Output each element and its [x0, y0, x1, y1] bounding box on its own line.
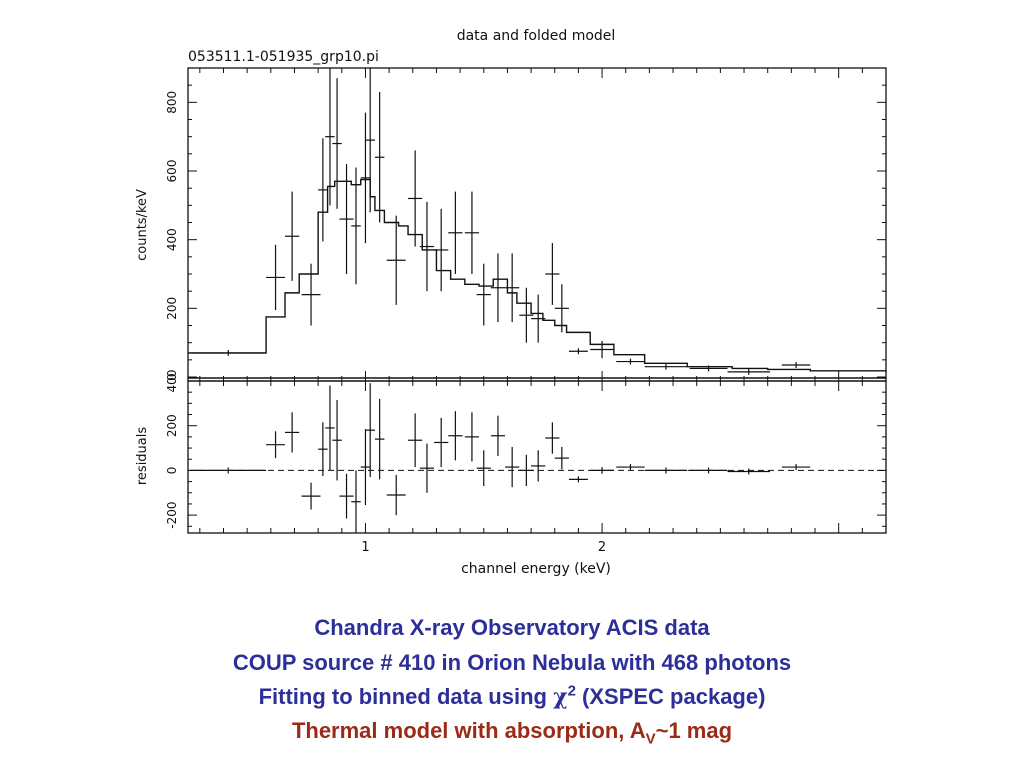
- spectrum-data-point: [339, 164, 354, 274]
- residual-data-point: [365, 383, 375, 478]
- spectrum-data-point: [266, 244, 286, 311]
- residual-y-tick-label: 200: [165, 414, 179, 437]
- residual-data-point: [476, 450, 491, 487]
- residual-data-point: [616, 464, 645, 471]
- residual-data-point: [318, 422, 328, 476]
- spectrum-data-point: [531, 294, 546, 343]
- residual-data-point: [531, 450, 546, 482]
- residual-data-point: [325, 385, 335, 471]
- caption-line-4-pre: Thermal model with absorption, A: [291, 718, 646, 743]
- model-step-line: [188, 178, 887, 372]
- spectrum-data-point: [781, 361, 811, 368]
- residual-data-point: [301, 482, 321, 510]
- spectrum-data-point: [332, 78, 342, 209]
- residual-y-tick-label: -200: [165, 502, 179, 529]
- spectrum-data-point: [285, 191, 300, 281]
- residual-data-point: [644, 467, 688, 474]
- residual-data-point: [519, 454, 534, 487]
- residual-data-point: [505, 446, 520, 488]
- spectrum-data-point: [476, 263, 491, 326]
- residual-data-point: [190, 467, 267, 474]
- spectrum-data-point: [554, 284, 569, 333]
- spectrum-data-point: [448, 191, 463, 274]
- spectrum-data-point: [505, 253, 520, 323]
- residual-y-tick-label: 0: [165, 467, 179, 475]
- spectrum-data-point: [545, 243, 560, 305]
- spectrum-data-point: [434, 208, 449, 292]
- caption-line-2-text: COUP source # 410 in Orion Nebula with 4…: [232, 650, 792, 675]
- caption-line-1-text: Chandra X-ray Observatory ACIS data: [314, 615, 710, 640]
- spectrum-figure: data and folded model 053511.1-051935_grp…: [135, 28, 887, 577]
- residual-data-point: [374, 398, 385, 480]
- spectrum-plot-svg: data and folded model 053511.1-051935_grp…: [135, 28, 887, 577]
- residual-data-point: [332, 400, 342, 481]
- residual-data-point: [285, 412, 300, 453]
- caption-line-1: Chandra X-ray Observatory ACIS data: [0, 613, 1024, 642]
- spectrum-data-point: [519, 287, 534, 343]
- residual-data-point: [266, 431, 286, 459]
- residual-data-point: [434, 417, 449, 468]
- top-y-tick-label: 200: [165, 297, 179, 320]
- chart-title: data and folded model: [457, 28, 616, 44]
- residual-data-point: [689, 467, 728, 474]
- spectrum-data-point: [360, 112, 371, 244]
- residual-data-point: [568, 476, 588, 483]
- spectrum-data-point: [644, 363, 688, 370]
- chi-superscript: 2: [567, 682, 576, 700]
- residual-data-point: [554, 446, 569, 470]
- residual-data-point: [464, 412, 480, 462]
- residual-y-axis-label: residuals: [135, 427, 150, 486]
- residual-data-point: [408, 413, 423, 468]
- spectrum-data-point: [318, 138, 328, 242]
- residual-data-point: [727, 468, 771, 475]
- caption-line-4-post: ~1 mag: [655, 718, 733, 743]
- residual-data-point: [545, 422, 560, 454]
- caption-line-2: COUP source # 410 in Orion Nebula with 4…: [0, 648, 1024, 677]
- spectrum-data-point: [351, 167, 361, 285]
- spectrum-data-point: [365, 68, 375, 213]
- spectrum-data-point: [689, 365, 728, 372]
- spectrum-data-point: [325, 68, 335, 206]
- caption-line-4: Thermal model with absorption, AV~1 mag: [0, 716, 1024, 748]
- spectrum-data-point: [616, 358, 645, 365]
- residual-data-point: [419, 443, 435, 493]
- top-y-tick-label: 400: [165, 228, 179, 251]
- x-axis-label: channel energy (keV): [461, 561, 611, 577]
- top-y-tick-label: 600: [165, 160, 179, 183]
- residual-data-point: [590, 467, 614, 474]
- spectrum-data-point: [386, 215, 406, 305]
- residual-data-point: [360, 429, 371, 506]
- chi-symbol: χ: [553, 684, 568, 710]
- residual-panel-frame: [187, 380, 887, 534]
- spectrum-data-point: [490, 253, 506, 323]
- top-y-tick-label: 800: [165, 91, 179, 114]
- spectrum-data-point: [727, 368, 771, 375]
- spectrum-data-point: [464, 191, 480, 274]
- spectrum-data-point: [568, 348, 588, 355]
- spectrum-data-point: [190, 349, 267, 356]
- x-tick-label: 2: [598, 540, 606, 555]
- spectrum-data-point: [374, 92, 385, 223]
- residual-data-point: [448, 411, 463, 461]
- residual-data-point: [339, 473, 354, 519]
- caption-line-3: Fitting to binned data using χ2 (XSPEC p…: [0, 682, 1024, 712]
- residual-y-tick-label: 400: [165, 370, 179, 393]
- x-tick-label: 1: [361, 540, 369, 555]
- chart-subtitle: 053511.1-051935_grp10.pi: [188, 49, 379, 65]
- spectrum-data-point: [408, 150, 423, 247]
- caption-line-3-post: (XSPEC package): [575, 684, 766, 709]
- spectrum-data-point: [301, 263, 321, 326]
- residual-data-point: [351, 470, 361, 533]
- spectrum-data-point: [590, 340, 614, 359]
- spectrum-data-point: [419, 201, 435, 292]
- residual-data-point: [386, 474, 406, 516]
- av-subscript: V: [645, 730, 656, 748]
- caption-line-3-pre: Fitting to binned data using: [258, 684, 554, 709]
- residual-data-point: [490, 415, 506, 456]
- top-y-tick-label: 0: [165, 373, 179, 381]
- top-y-axis-label: counts/keV: [135, 189, 150, 261]
- residual-data-point: [781, 464, 811, 471]
